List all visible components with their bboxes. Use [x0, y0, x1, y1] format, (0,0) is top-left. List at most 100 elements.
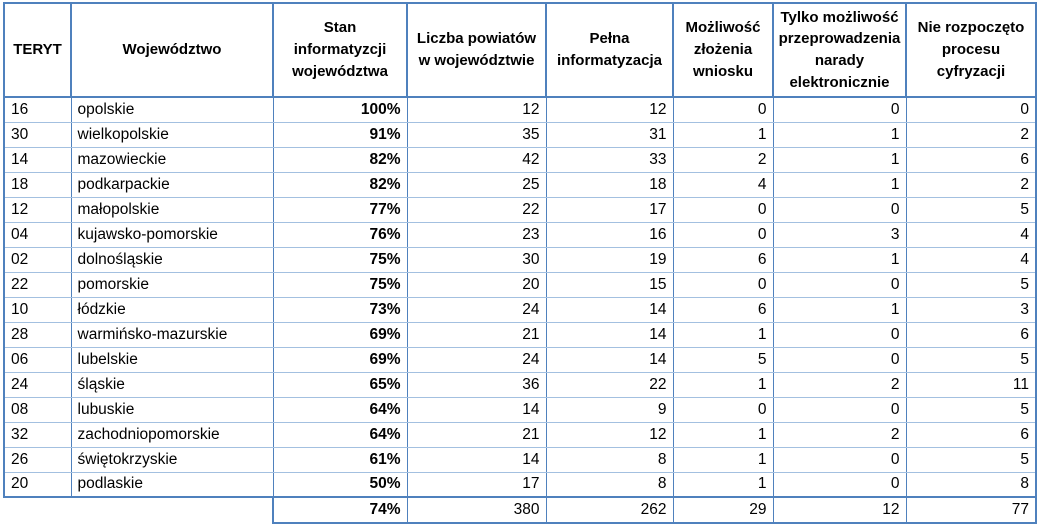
cell-stan-informatyzacji: 91%: [272, 121, 408, 148]
cell-wojewodztwo: pomorskie: [70, 271, 274, 298]
cell-mozliwosc-zlozenia-wniosku: 1: [672, 446, 774, 473]
cell-nie-rozpoczeto-cyfryzacji: 11: [905, 371, 1037, 398]
cell-pelna-informatyzacja: 8: [545, 471, 674, 498]
table-row: 20 podlaskie 50% 17 8 1 0 8: [3, 471, 1037, 498]
table-row: 02 dolnośląskie 75% 30 19 6 1 4: [3, 246, 1037, 273]
cell-liczba-powiatow: 22: [406, 196, 547, 223]
cell-stan-informatyzacji: 64%: [272, 396, 408, 423]
cell-stan-informatyzacji: 73%: [272, 296, 408, 323]
table-row: 06 lubelskie 69% 24 14 5 0 5: [3, 346, 1037, 373]
cell-liczba-powiatow: 42: [406, 146, 547, 173]
cell-pelna-informatyzacja: 14: [545, 346, 674, 373]
table-row: 16 opolskie 100% 12 12 0 0 0: [3, 96, 1037, 123]
cell-teryt: 14: [3, 146, 72, 173]
cell-teryt: 06: [3, 346, 72, 373]
cell-mozliwosc-zlozenia-wniosku: 1: [672, 121, 774, 148]
cell-mozliwosc-zlozenia-wniosku: 1: [672, 321, 774, 348]
cell-pelna-informatyzacja: 17: [545, 196, 674, 223]
cell-liczba-powiatow: 36: [406, 371, 547, 398]
cell-liczba-powiatow: 30: [406, 246, 547, 273]
cell-stan-informatyzacji: 69%: [272, 321, 408, 348]
cell-nie-rozpoczeto-cyfryzacji: 4: [905, 246, 1037, 273]
cell-liczba-powiatow: 17: [406, 471, 547, 498]
cell-wojewodztwo: wielkopolskie: [70, 121, 274, 148]
cell-tylko-narada-elektroniczna: 1: [772, 296, 907, 323]
cell-wojewodztwo: opolskie: [70, 96, 274, 123]
cell-pelna-informatyzacja: 16: [545, 221, 674, 248]
cell-wojewodztwo: zachodniopomorskie: [70, 421, 274, 448]
cell-wojewodztwo: podkarpackie: [70, 171, 274, 198]
cell-liczba-powiatow: 24: [406, 296, 547, 323]
cell-mozliwosc-zlozenia-wniosku: 1: [672, 371, 774, 398]
cell-tylko-narada-elektroniczna: 1: [772, 146, 907, 173]
header-row: TERYT Województwo Stan informatyzcji wojew…: [3, 2, 1037, 98]
cell-stan-informatyzacji: 50%: [272, 471, 408, 498]
cell-stan-informatyzacji: 76%: [272, 221, 408, 248]
cell-tylko-narada-elektroniczna: 0: [772, 321, 907, 348]
cell-wojewodztwo: lubuskie: [70, 396, 274, 423]
cell-nie-rozpoczeto-cyfryzacji: 4: [905, 221, 1037, 248]
column-header-teryt: TERYT: [3, 2, 72, 98]
cell-teryt: 18: [3, 171, 72, 198]
cell-tylko-narada-elektroniczna: 0: [772, 271, 907, 298]
cell-tylko-narada-elektroniczna: 0: [772, 396, 907, 423]
cell-wojewodztwo: małopolskie: [70, 196, 274, 223]
total-cell-nie-rozpoczeto-cyfryzacji: 77: [905, 496, 1037, 524]
total-cell-mozliwosc-zlozenia-wniosku: 29: [672, 496, 774, 524]
cell-teryt: 20: [3, 471, 72, 498]
cell-wojewodztwo: warmińsko-mazurskie: [70, 321, 274, 348]
cell-stan-informatyzacji: 75%: [272, 271, 408, 298]
total-row: 74% 380 262 29 12 77: [4, 496, 1037, 524]
cell-mozliwosc-zlozenia-wniosku: 1: [672, 421, 774, 448]
column-header-tylko-narada-elektroniczna: Tylko możliwość przeprowadzenia narady e…: [772, 2, 907, 98]
cell-stan-informatyzacji: 61%: [272, 446, 408, 473]
cell-stan-informatyzacji: 75%: [272, 246, 408, 273]
column-header-wojewodztwo: Województwo: [70, 2, 274, 98]
cell-stan-informatyzacji: 82%: [272, 171, 408, 198]
cell-nie-rozpoczeto-cyfryzacji: 6: [905, 321, 1037, 348]
cell-mozliwosc-zlozenia-wniosku: 6: [672, 296, 774, 323]
cell-nie-rozpoczeto-cyfryzacji: 0: [905, 96, 1037, 123]
cell-liczba-powiatow: 35: [406, 121, 547, 148]
cell-pelna-informatyzacja: 19: [545, 246, 674, 273]
table-row: 08 lubuskie 64% 14 9 0 0 5: [3, 396, 1037, 423]
column-header-liczba-powiatow: Liczba powiatów w województwie: [406, 2, 547, 98]
cell-teryt: 28: [3, 321, 72, 348]
cell-liczba-powiatow: 23: [406, 221, 547, 248]
cell-stan-informatyzacji: 69%: [272, 346, 408, 373]
cell-liczba-powiatow: 12: [406, 96, 547, 123]
cell-teryt: 02: [3, 246, 72, 273]
cell-nie-rozpoczeto-cyfryzacji: 5: [905, 396, 1037, 423]
table-row: 10 łódzkie 73% 24 14 6 1 3: [3, 296, 1037, 323]
cell-nie-rozpoczeto-cyfryzacji: 5: [905, 446, 1037, 473]
cell-teryt: 12: [3, 196, 72, 223]
cell-nie-rozpoczeto-cyfryzacji: 5: [905, 196, 1037, 223]
cell-liczba-powiatow: 25: [406, 171, 547, 198]
cell-mozliwosc-zlozenia-wniosku: 4: [672, 171, 774, 198]
cell-liczba-powiatow: 14: [406, 396, 547, 423]
cell-nie-rozpoczeto-cyfryzacji: 5: [905, 271, 1037, 298]
table-row: 32 zachodniopomorskie 64% 21 12 1 2 6: [3, 421, 1037, 448]
cell-wojewodztwo: świętokrzyskie: [70, 446, 274, 473]
cell-teryt: 08: [3, 396, 72, 423]
cell-teryt: 22: [3, 271, 72, 298]
cell-nie-rozpoczeto-cyfryzacji: 3: [905, 296, 1037, 323]
cell-liczba-powiatow: 21: [406, 421, 547, 448]
table-row: 04 kujawsko-pomorskie 76% 23 16 0 3 4: [3, 221, 1037, 248]
total-cell-stan-informatyzacji: 74%: [272, 496, 408, 524]
cell-teryt: 04: [3, 221, 72, 248]
cell-tylko-narada-elektroniczna: 1: [772, 121, 907, 148]
cell-nie-rozpoczeto-cyfryzacji: 5: [905, 346, 1037, 373]
cell-stan-informatyzacji: 77%: [272, 196, 408, 223]
cell-tylko-narada-elektroniczna: 0: [772, 446, 907, 473]
cell-wojewodztwo: lubelskie: [70, 346, 274, 373]
cell-liczba-powiatow: 14: [406, 446, 547, 473]
table-row: 18 podkarpackie 82% 25 18 4 1 2: [3, 171, 1037, 198]
cell-liczba-powiatow: 20: [406, 271, 547, 298]
cell-stan-informatyzacji: 82%: [272, 146, 408, 173]
cell-pelna-informatyzacja: 14: [545, 321, 674, 348]
cell-nie-rozpoczeto-cyfryzacji: 6: [905, 146, 1037, 173]
cell-mozliwosc-zlozenia-wniosku: 5: [672, 346, 774, 373]
table-row: 14 mazowieckie 82% 42 33 2 1 6: [3, 146, 1037, 173]
cell-pelna-informatyzacja: 14: [545, 296, 674, 323]
